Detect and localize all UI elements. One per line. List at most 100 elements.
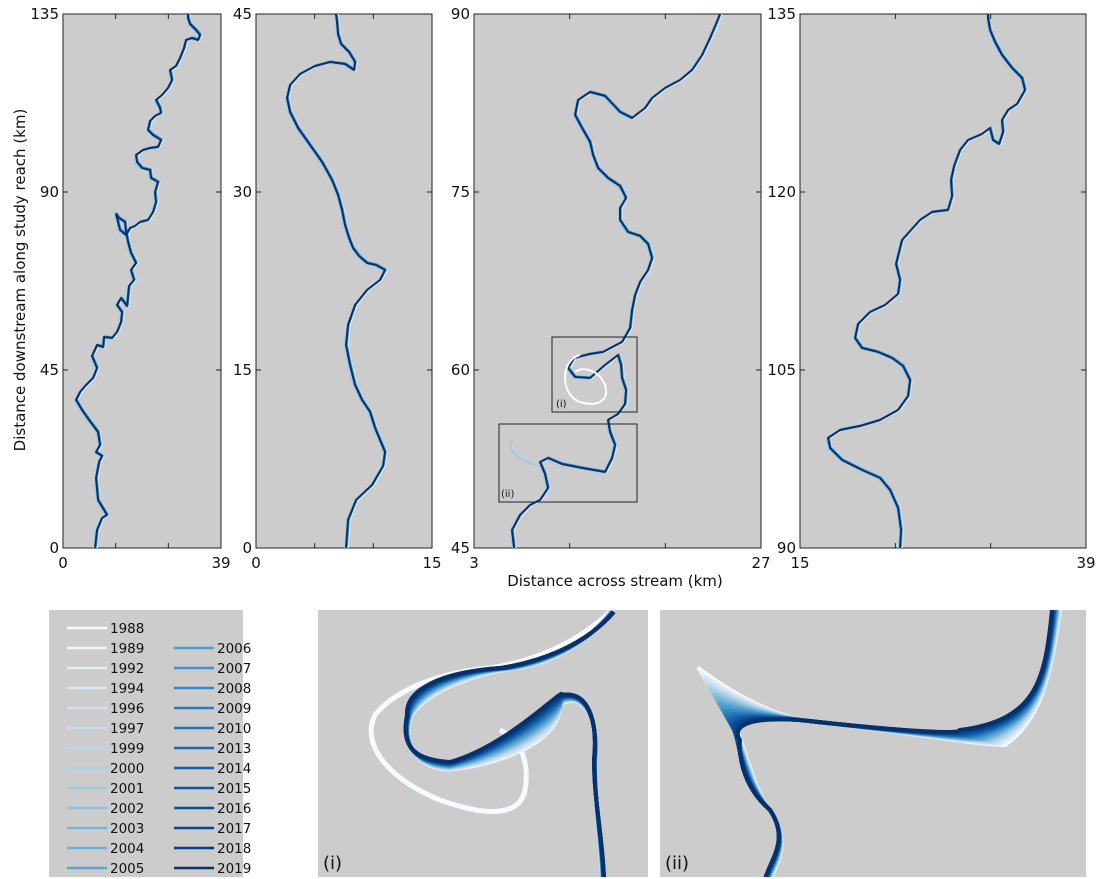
legend-entry-2014: 2014: [174, 761, 251, 777]
x-axis-label: Distance across stream (km): [507, 572, 723, 590]
y-tick-label: 15: [233, 361, 252, 379]
panel-4: 90 105 120 135 15 39: [767, 5, 1095, 572]
y-tick-label: 90: [451, 5, 470, 23]
legend-label: 1988: [110, 621, 144, 637]
legend-label: 2017: [217, 821, 251, 837]
y-axis-label: Distance downstream along study reach (k…: [11, 109, 29, 452]
legend-entry-1988: 1988: [67, 621, 144, 637]
inset-label: (i): [323, 853, 342, 874]
legend-entry-2017: 2017: [174, 821, 251, 837]
legend-label: 2002: [110, 801, 144, 817]
legend-entry-2008: 2008: [174, 681, 251, 697]
x-tick-label: 39: [211, 554, 230, 572]
inset-label: (ii): [665, 853, 689, 874]
legend-entry-1994: 1994: [67, 681, 144, 697]
legend-label: 1992: [110, 661, 144, 677]
y-tick-label: 90: [777, 539, 796, 557]
zoom-box-i: [551, 336, 638, 413]
legend-label: 1994: [110, 681, 144, 697]
legend-entry-2002: 2002: [67, 801, 144, 817]
x-tick-label: 39: [1076, 554, 1095, 572]
x-tick-label: 0: [58, 554, 68, 572]
legend-label: 2000: [110, 761, 144, 777]
y-tick-label: 45: [451, 539, 470, 557]
legend-entry-2006: 2006: [174, 641, 251, 657]
legend-label: 2004: [110, 841, 144, 857]
legend-entry-2005: 2005: [67, 861, 144, 877]
panel-2: 0 15 30 45 0 15: [233, 5, 442, 572]
zoom-box-ii-label: (ii): [501, 489, 514, 500]
y-tick-label: 105: [767, 361, 796, 379]
y-tick-label: 0: [242, 539, 252, 557]
y-tick-label: 0: [49, 539, 59, 557]
y-tick-label: 75: [451, 183, 470, 201]
legend-label: 2014: [217, 761, 251, 777]
y-tick-label: 30: [233, 183, 252, 201]
zoom-box-i-label: (i): [556, 399, 567, 410]
legend-entry-2000: 2000: [67, 761, 144, 777]
y-tick-label: 135: [767, 5, 796, 23]
inset-i-line-2019: [403, 610, 616, 877]
panel-1-channel-line-4: [75, 14, 201, 548]
legend-entry-2016: 2016: [174, 801, 251, 817]
panel-3-oxbow-early: [509, 439, 536, 466]
legend-label: 2010: [217, 721, 251, 737]
panel-3-plot-area: [473, 13, 762, 549]
legend-label: 2009: [217, 701, 251, 717]
legend-entry-2007: 2007: [174, 661, 251, 677]
legend-entry-1996: 1996: [67, 701, 144, 717]
x-tick-label: 15: [790, 554, 809, 572]
legend-label: 2008: [217, 681, 251, 697]
legend-entry-2019: 2019: [174, 861, 251, 877]
legend-entry-2003: 2003: [67, 821, 144, 837]
inset-i: (i): [318, 610, 648, 877]
legend-label: 2019: [217, 861, 251, 877]
inset-plot-area: [660, 610, 1086, 877]
legend-box: [49, 610, 243, 877]
legend-entry-1997: 1997: [67, 721, 144, 737]
legend-label: 2005: [110, 861, 144, 877]
y-tick-label: 45: [40, 361, 59, 379]
legend-entry-2010: 2010: [174, 721, 251, 737]
panel-2-plot-area: [255, 13, 433, 549]
x-tick-label: 27: [751, 554, 770, 572]
panel-3: 45 60 75 90 3 27 (i) (ii): [451, 5, 771, 572]
legend-label: 2016: [217, 801, 251, 817]
panel-1-plot-area: [62, 13, 222, 549]
x-tick-label: 15: [422, 554, 441, 572]
panel-4-plot-area: [799, 13, 1087, 549]
inset-ii-line-2019: [735, 610, 1054, 877]
legend-entry-2015: 2015: [174, 781, 251, 797]
y-tick-label: 135: [30, 5, 59, 23]
panel-3-channel-line-4: [511, 14, 721, 548]
legend-entry-2004: 2004: [67, 841, 144, 857]
legend-entry-2013: 2013: [174, 741, 251, 757]
legend-label: 2003: [110, 821, 144, 837]
legend-entry-2009: 2009: [174, 701, 251, 717]
y-tick-label: 120: [767, 183, 796, 201]
legend-label: 2001: [110, 781, 144, 797]
panel-4-channel-line-4: [827, 14, 1026, 548]
x-tick-label: 0: [251, 554, 261, 572]
legend-entry-2018: 2018: [174, 841, 251, 857]
panel-2-channel-line-4: [286, 14, 386, 548]
legend-label: 1996: [110, 701, 144, 717]
x-tick-label: 3: [469, 554, 479, 572]
y-tick-label: 45: [233, 5, 252, 23]
legend-label: 2015: [217, 781, 251, 797]
y-tick-label: 90: [40, 183, 59, 201]
inset-i-line-1988: [368, 610, 612, 814]
legend-label: 1989: [110, 641, 144, 657]
legend-entry-2001: 2001: [67, 781, 144, 797]
legend-label: 2006: [217, 641, 251, 657]
panel-3-oxbow-1988: [564, 354, 608, 405]
zoom-box-ii: [498, 423, 638, 503]
legend-entry-1989: 1989: [67, 641, 144, 657]
legend-label: 2013: [217, 741, 251, 757]
y-tick-label: 60: [451, 361, 470, 379]
inset-ii: (ii): [660, 610, 1086, 877]
legend-label: 2007: [217, 661, 251, 677]
legend-label: 1997: [110, 721, 144, 737]
legend-entry-1999: 1999: [67, 741, 144, 757]
